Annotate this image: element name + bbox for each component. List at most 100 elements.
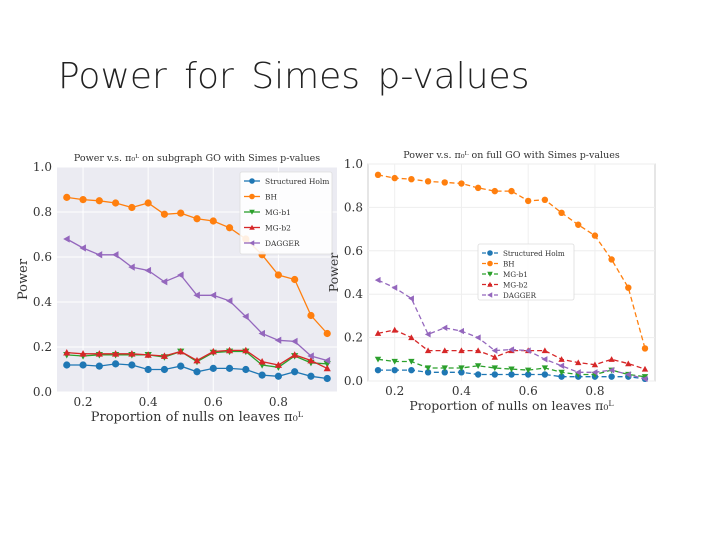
right-ytick-label: 0.0	[344, 374, 363, 388]
left-point-bh	[225, 224, 234, 232]
left-series-mg-b2	[63, 346, 331, 372]
right-point-structured-holm	[608, 373, 615, 380]
left-point-dagger	[177, 271, 184, 279]
right-legend-entry: DAGGER	[503, 291, 537, 300]
left-point-dagger	[95, 251, 103, 259]
left-point-dagger	[291, 337, 298, 345]
left-point-mg-b2	[209, 347, 217, 355]
right-point-dagger	[458, 327, 465, 335]
right-point-bh	[575, 221, 582, 228]
right-ytick-label: 0.6	[344, 244, 363, 258]
right-legend-swatch-marker	[487, 250, 493, 256]
right-series-line-structured-holm	[378, 369, 646, 380]
left-point-bh	[177, 209, 185, 217]
right-point-bh	[558, 209, 565, 217]
right-xtick-label: 0.8	[585, 384, 604, 398]
right-point-bh	[441, 179, 448, 186]
left-point-dagger	[225, 297, 233, 305]
left-legend-swatch-marker	[249, 178, 255, 184]
right-point-mg-b2	[625, 360, 632, 367]
right-point-bh	[458, 180, 465, 187]
right-legend-entry: MG-b1	[503, 270, 528, 279]
left-point-dagger	[274, 336, 282, 344]
right-point-bh	[524, 197, 532, 205]
right-legend-entry: MG-b2	[503, 281, 528, 290]
right-point-bh	[391, 174, 398, 182]
left-point-bh	[209, 217, 217, 225]
left-point-dagger	[193, 291, 200, 299]
right-point-mg-b2	[474, 347, 482, 354]
left-xtick-label: 0.6	[204, 395, 223, 409]
right-point-mg-b1	[491, 365, 499, 372]
right-legend-swatch-marker	[487, 260, 493, 267]
left-point-bh	[160, 210, 169, 218]
left-point-structured-holm	[160, 365, 169, 374]
right-point-mg-b2	[541, 347, 549, 354]
right-point-mg-b1	[441, 365, 448, 372]
right-point-mg-b1	[641, 374, 649, 380]
right-point-bh	[474, 184, 482, 192]
left-point-mg-b2	[291, 351, 299, 358]
right-point-structured-holm	[374, 366, 382, 374]
left-x-axis-label: Proportion of nulls on leaves π₀ᴸ	[91, 410, 304, 425]
right-point-bh	[641, 345, 649, 352]
left-point-structured-holm	[225, 364, 234, 372]
left-chart-title: Power v.s. π₀ᴸ on subgraph GO with Simes…	[74, 153, 320, 164]
right-point-mg-b2	[374, 330, 382, 336]
left-point-mg-b2	[160, 352, 169, 359]
right-point-structured-holm	[458, 369, 465, 376]
left-point-mg-b2	[128, 350, 136, 357]
right-point-structured-holm	[491, 371, 499, 378]
left-point-bh	[128, 203, 136, 212]
right-series-bh	[374, 171, 649, 352]
left-point-bh	[307, 311, 315, 320]
right-series-line-mg-b2	[377, 329, 646, 370]
right-point-mg-b2	[391, 326, 398, 333]
left-series-structured-holm	[63, 360, 331, 383]
left-point-dagger	[144, 266, 152, 275]
left-point-dagger	[323, 356, 331, 365]
right-point-dagger	[474, 334, 481, 341]
left-point-structured-holm	[258, 371, 266, 379]
right-point-bh	[608, 256, 615, 263]
left-legend-swatch-marker	[249, 224, 255, 230]
left-point-mg-b2	[95, 350, 103, 357]
right-legend-entry: Structured Holm	[503, 249, 565, 258]
right-point-dagger	[558, 362, 565, 370]
right-point-dagger	[491, 347, 498, 354]
right-point-structured-holm	[408, 366, 415, 374]
right-point-structured-holm	[391, 366, 398, 374]
left-point-bh	[63, 193, 71, 201]
left-legend-box	[239, 171, 333, 255]
right-point-bh	[591, 232, 599, 239]
right-point-dagger	[391, 284, 398, 291]
right-point-structured-holm	[508, 371, 515, 378]
right-point-dagger	[641, 375, 648, 383]
right-point-structured-holm	[441, 369, 448, 376]
left-point-structured-holm	[177, 362, 185, 370]
right-ytick-label: 1.0	[344, 157, 363, 171]
left-point-bh	[144, 199, 152, 207]
right-point-mg-b1	[474, 363, 482, 370]
right-point-bh	[424, 178, 432, 185]
right-xtick-label: 0.4	[452, 384, 471, 398]
right-point-mg-b2	[591, 361, 599, 368]
right-ytick-label: 0.2	[344, 331, 363, 345]
left-point-mg-b2	[79, 350, 87, 357]
left-ytick-label: 0.4	[33, 295, 52, 309]
left-point-structured-holm	[144, 365, 152, 374]
left-point-bh	[291, 275, 299, 284]
left-point-dagger	[63, 235, 70, 243]
left-legend-entry: DAGGER	[265, 239, 300, 248]
right-legend-box	[477, 243, 575, 301]
left-ytick-label: 0.0	[33, 385, 52, 399]
left-point-structured-holm	[95, 362, 103, 370]
left-point-structured-holm	[291, 368, 299, 376]
left-point-structured-holm	[63, 361, 71, 369]
right-point-structured-holm	[474, 371, 482, 378]
left-point-dagger	[112, 251, 119, 259]
right-xtick-label: 0.2	[385, 384, 404, 398]
left-legend-entry: Structured Holm	[265, 177, 329, 186]
left-legend-swatch-marker	[249, 193, 255, 200]
